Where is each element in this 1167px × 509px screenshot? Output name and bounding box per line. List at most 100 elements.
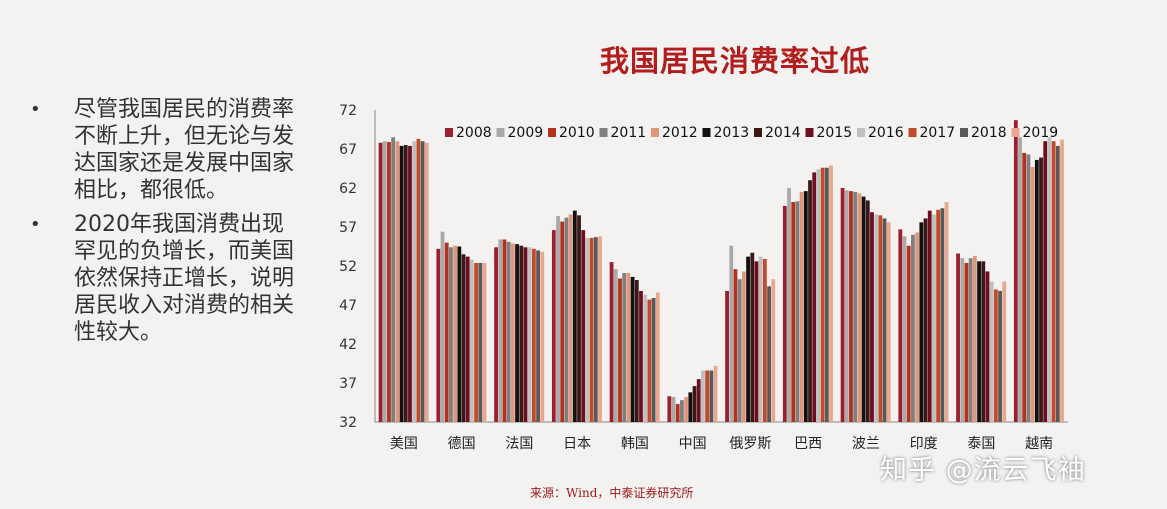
bar xyxy=(457,246,462,422)
bar xyxy=(936,209,941,422)
bar xyxy=(519,245,524,422)
x-tick-label: 泰国 xyxy=(967,436,995,452)
bar xyxy=(420,141,425,422)
bar xyxy=(932,214,936,422)
bullet-list: • 尽管我国居民的消费率不断上升，但无论与发达国家还是发展中国家相比，都很低。 … xyxy=(30,96,300,353)
bar xyxy=(688,392,693,422)
bar xyxy=(564,217,569,422)
legend-label: 2015 xyxy=(817,125,853,141)
bar xyxy=(737,279,742,422)
x-tick-label: 韩国 xyxy=(621,436,649,452)
legend-label: 2016 xyxy=(868,125,904,141)
bar xyxy=(391,137,396,423)
bar xyxy=(782,205,787,422)
bar xyxy=(993,289,998,422)
bar xyxy=(771,279,776,422)
bar xyxy=(449,247,453,422)
bar xyxy=(919,222,924,422)
bar xyxy=(494,247,498,422)
bar xyxy=(502,239,507,422)
bar xyxy=(808,180,812,422)
bar xyxy=(886,222,891,422)
bar xyxy=(861,196,866,422)
bar xyxy=(540,251,545,422)
bar xyxy=(960,258,965,422)
legend-label: 2008 xyxy=(456,125,492,141)
bar xyxy=(981,261,986,422)
x-tick-label: 波兰 xyxy=(852,436,880,452)
bar xyxy=(461,254,466,422)
bar xyxy=(412,141,417,422)
bar xyxy=(878,215,883,422)
legend-label: 2019 xyxy=(1023,125,1059,141)
bar xyxy=(812,172,817,422)
bar xyxy=(1034,159,1039,423)
bar xyxy=(680,400,684,422)
bar xyxy=(684,397,689,422)
bar xyxy=(444,242,449,422)
bar xyxy=(915,232,920,422)
bar xyxy=(634,280,639,422)
legend-swatch xyxy=(599,128,608,137)
bar xyxy=(725,290,729,422)
bar xyxy=(911,234,915,422)
bar xyxy=(865,200,870,422)
bar xyxy=(498,239,503,422)
bar xyxy=(816,169,821,422)
bar xyxy=(510,243,515,422)
bar xyxy=(523,247,528,422)
bar xyxy=(985,271,990,422)
legend-swatch xyxy=(908,128,917,137)
bar xyxy=(556,216,560,422)
bullet-marker: • xyxy=(30,214,41,235)
x-tick-label: 越南 xyxy=(1025,436,1053,452)
bar xyxy=(618,278,622,422)
bar xyxy=(746,256,750,422)
legend-label: 2011 xyxy=(611,125,647,141)
bar xyxy=(940,208,945,422)
bar xyxy=(1026,154,1031,422)
bar xyxy=(667,396,672,422)
y-tick-label: 72 xyxy=(339,103,357,119)
bar xyxy=(387,141,391,423)
source-note: 来源：Wind，中泰证券研究所 xyxy=(530,486,694,500)
bullet-item: • 尽管我国居民的消费率不断上升，但无论与发达国家还是发展中国家相比，都很低。 xyxy=(30,96,300,204)
legend-label: 2014 xyxy=(765,125,801,141)
x-tick-label: 印度 xyxy=(910,436,938,452)
legend-swatch xyxy=(496,128,505,137)
bar xyxy=(882,218,887,422)
bar xyxy=(692,386,697,422)
bar xyxy=(956,253,960,422)
bar xyxy=(382,141,387,422)
legend-swatch xyxy=(651,128,659,137)
bar xyxy=(626,273,631,422)
bar xyxy=(474,262,479,422)
bar xyxy=(898,229,903,422)
bar xyxy=(470,259,474,422)
bar xyxy=(515,244,519,422)
bar xyxy=(741,271,746,422)
bar xyxy=(1047,137,1052,423)
x-tick-label: 法国 xyxy=(505,436,533,452)
bar xyxy=(572,210,577,422)
bar xyxy=(799,191,804,422)
bar xyxy=(536,250,540,422)
legend-label: 2017 xyxy=(920,125,956,141)
legend-swatch xyxy=(805,128,814,137)
bar xyxy=(923,218,928,422)
bar xyxy=(1002,281,1007,422)
bar xyxy=(696,379,701,422)
bar xyxy=(506,241,511,422)
y-tick-label: 67 xyxy=(339,142,357,158)
watermark: 知乎 @流云飞袖 xyxy=(880,455,1086,486)
bar xyxy=(870,212,874,422)
bar xyxy=(713,365,718,422)
bullet-marker: • xyxy=(30,99,41,120)
bar xyxy=(840,188,845,422)
bar xyxy=(803,191,808,422)
legend-label: 2010 xyxy=(559,125,595,141)
legend-label: 2013 xyxy=(714,125,750,141)
legend-swatch xyxy=(754,128,762,137)
bar xyxy=(750,252,755,422)
bar xyxy=(568,214,573,422)
